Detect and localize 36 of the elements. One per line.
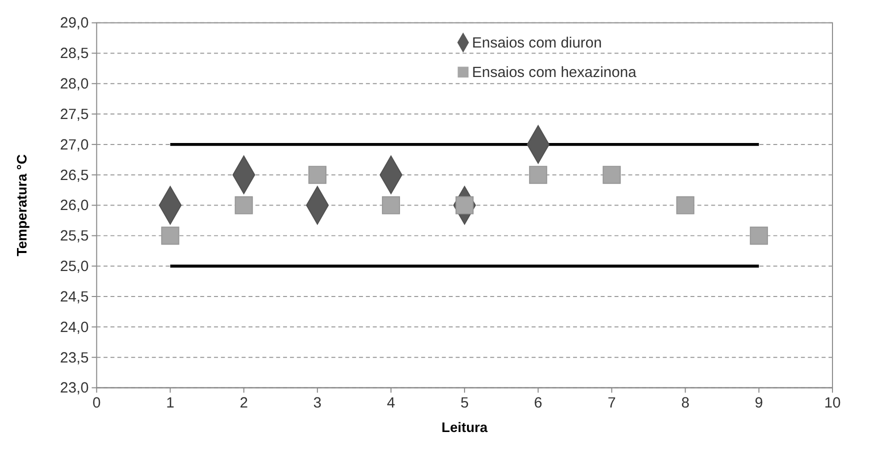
y-tick-label: 26,0 bbox=[60, 198, 89, 214]
point bbox=[750, 226, 768, 245]
x-tick-label: 8 bbox=[681, 395, 690, 412]
y-tick-label: 28,0 bbox=[60, 76, 89, 93]
x-tick-label: 10 bbox=[824, 395, 841, 412]
point bbox=[161, 226, 180, 245]
point bbox=[382, 196, 400, 214]
y-tick-label: 23,0 bbox=[60, 380, 89, 397]
y-tick-label: 23,5 bbox=[60, 350, 89, 366]
y-tick-label: 29,0 bbox=[60, 16, 89, 32]
y-tick-label: 27,0 bbox=[60, 137, 89, 154]
point bbox=[308, 166, 326, 184]
x-tick-label: 0 bbox=[92, 395, 101, 412]
point bbox=[676, 196, 694, 214]
x-tick-label: 5 bbox=[460, 395, 469, 412]
point bbox=[529, 166, 548, 184]
x-tick-label: 9 bbox=[754, 395, 764, 412]
x-tick-label: 4 bbox=[386, 395, 396, 412]
x-tick-label: 3 bbox=[313, 395, 322, 412]
point bbox=[602, 166, 621, 184]
y-tick-label: 26,5 bbox=[60, 168, 89, 184]
y-tick-label: 25,0 bbox=[60, 259, 89, 276]
legend-label: Ensaios com diuron bbox=[472, 35, 602, 52]
y-tick-label: 25,5 bbox=[60, 228, 89, 245]
legend-label: Ensaios com hexazinona bbox=[472, 65, 638, 82]
y-axis-title: Temperatura °C bbox=[14, 154, 30, 256]
y-tick-label: 27,5 bbox=[60, 106, 89, 123]
y-tick-label: 28,5 bbox=[60, 46, 89, 62]
y-tick-label: 24,5 bbox=[60, 289, 89, 306]
x-axis-title: Leitura bbox=[442, 420, 488, 436]
point bbox=[234, 196, 253, 214]
x-tick-label: 7 bbox=[608, 395, 616, 412]
x-tick-label: 2 bbox=[240, 395, 248, 412]
x-tick-label: 6 bbox=[534, 395, 542, 412]
x-tick-label: 1 bbox=[166, 395, 174, 412]
y-tick-label: 24,0 bbox=[60, 320, 89, 336]
